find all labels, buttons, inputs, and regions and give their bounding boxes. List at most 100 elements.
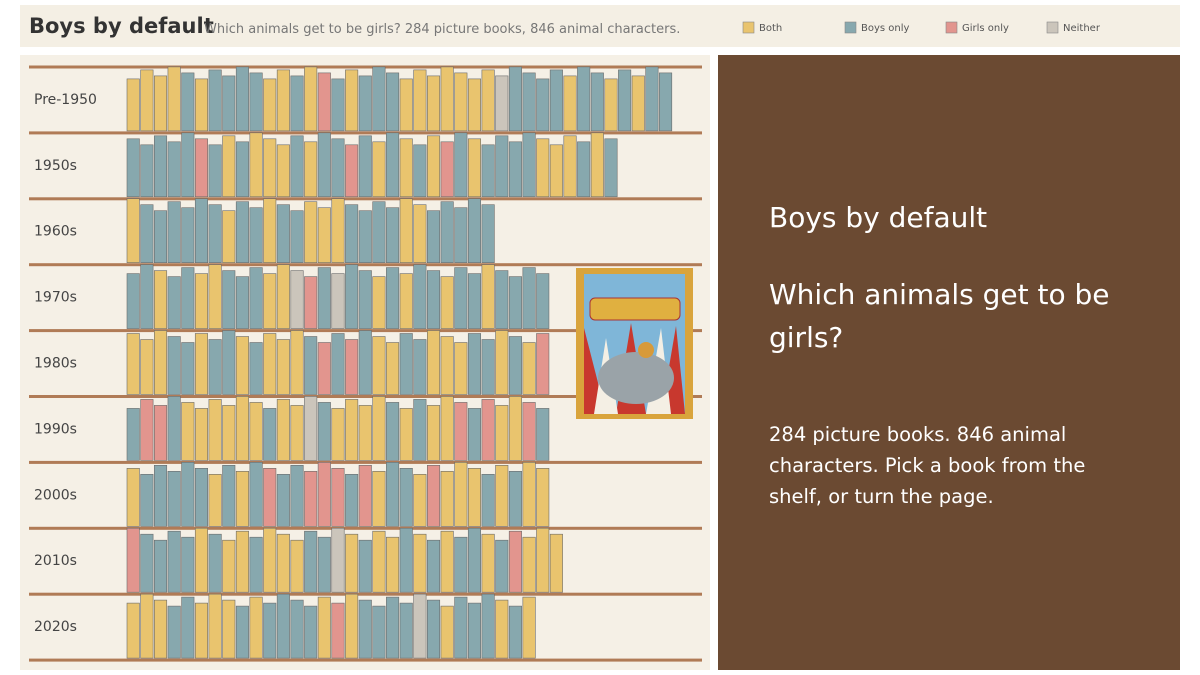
book[interactable] bbox=[467, 78, 481, 132]
book[interactable] bbox=[276, 144, 290, 198]
book[interactable] bbox=[331, 602, 345, 659]
book[interactable] bbox=[495, 599, 509, 659]
book[interactable] bbox=[317, 402, 331, 461]
book[interactable] bbox=[331, 467, 345, 527]
book[interactable] bbox=[331, 78, 345, 132]
book[interactable] bbox=[372, 530, 386, 593]
book[interactable] bbox=[413, 399, 427, 461]
book[interactable] bbox=[454, 461, 468, 527]
book[interactable] bbox=[522, 402, 536, 461]
book[interactable] bbox=[222, 539, 236, 593]
legend-label[interactable]: Boys only bbox=[861, 23, 910, 34]
book[interactable] bbox=[481, 69, 495, 132]
book[interactable] bbox=[372, 396, 386, 461]
book[interactable] bbox=[386, 132, 400, 198]
book[interactable] bbox=[508, 530, 522, 593]
book[interactable] bbox=[399, 198, 413, 263]
book[interactable] bbox=[304, 396, 318, 461]
book[interactable] bbox=[549, 144, 563, 198]
book[interactable] bbox=[263, 333, 277, 395]
book[interactable] bbox=[372, 201, 386, 263]
book[interactable] bbox=[235, 66, 249, 132]
book[interactable] bbox=[426, 135, 441, 198]
book[interactable] bbox=[549, 69, 563, 132]
book[interactable] bbox=[194, 527, 208, 593]
book[interactable] bbox=[290, 75, 304, 132]
book[interactable] bbox=[317, 132, 331, 198]
book[interactable] bbox=[426, 599, 441, 659]
book[interactable] bbox=[536, 138, 550, 198]
book[interactable] bbox=[235, 201, 249, 263]
book[interactable] bbox=[126, 467, 140, 527]
book[interactable] bbox=[577, 66, 591, 132]
book[interactable] bbox=[440, 201, 454, 263]
book[interactable] bbox=[386, 342, 400, 395]
book[interactable] bbox=[522, 461, 536, 527]
book[interactable] bbox=[181, 536, 195, 593]
book[interactable] bbox=[154, 405, 168, 461]
book[interactable] bbox=[249, 72, 263, 132]
book[interactable] bbox=[249, 402, 263, 461]
book[interactable] bbox=[399, 527, 413, 593]
book[interactable] bbox=[454, 342, 468, 395]
book[interactable] bbox=[495, 135, 509, 198]
book[interactable] bbox=[126, 78, 140, 132]
book[interactable] bbox=[126, 198, 140, 263]
book[interactable] bbox=[140, 399, 154, 461]
book[interactable] bbox=[372, 66, 386, 132]
book[interactable] bbox=[358, 75, 372, 132]
book[interactable] bbox=[140, 473, 154, 527]
book[interactable] bbox=[167, 66, 181, 132]
book[interactable] bbox=[154, 75, 168, 132]
book[interactable] bbox=[522, 72, 536, 132]
book[interactable] bbox=[331, 138, 345, 198]
book[interactable] bbox=[481, 593, 495, 659]
book[interactable] bbox=[508, 470, 522, 527]
book[interactable] bbox=[508, 396, 522, 461]
book[interactable] bbox=[208, 593, 222, 659]
book[interactable] bbox=[358, 210, 372, 263]
book[interactable] bbox=[167, 141, 181, 198]
book[interactable] bbox=[440, 66, 454, 132]
book[interactable] bbox=[413, 533, 427, 593]
book[interactable] bbox=[454, 72, 468, 132]
book[interactable] bbox=[386, 402, 400, 461]
book[interactable] bbox=[317, 461, 331, 527]
book[interactable] bbox=[208, 69, 222, 132]
book[interactable] bbox=[386, 536, 400, 593]
book[interactable] bbox=[481, 204, 495, 263]
book[interactable] bbox=[481, 264, 495, 329]
book[interactable] bbox=[126, 333, 140, 395]
book[interactable] bbox=[208, 339, 222, 395]
book[interactable] bbox=[167, 530, 181, 593]
book[interactable] bbox=[181, 461, 195, 527]
book[interactable] bbox=[590, 72, 604, 132]
book[interactable] bbox=[290, 330, 304, 395]
book[interactable] bbox=[249, 596, 263, 659]
book[interactable] bbox=[467, 408, 481, 461]
book[interactable] bbox=[208, 473, 222, 527]
book[interactable] bbox=[126, 408, 140, 461]
book[interactable] bbox=[235, 396, 249, 461]
book[interactable] bbox=[317, 72, 331, 132]
book[interactable] bbox=[358, 599, 372, 659]
book[interactable] bbox=[345, 144, 359, 198]
book[interactable] bbox=[358, 539, 372, 593]
book[interactable] bbox=[372, 605, 386, 659]
book[interactable] bbox=[317, 342, 331, 395]
book[interactable] bbox=[194, 198, 208, 263]
book[interactable] bbox=[235, 605, 249, 659]
book[interactable] bbox=[536, 527, 550, 593]
book[interactable] bbox=[263, 198, 277, 263]
book[interactable] bbox=[522, 267, 536, 329]
book[interactable] bbox=[426, 270, 441, 329]
book[interactable] bbox=[659, 72, 673, 132]
legend-label[interactable]: Girls only bbox=[962, 23, 1009, 34]
book[interactable] bbox=[154, 210, 168, 263]
book[interactable] bbox=[440, 276, 454, 329]
book[interactable] bbox=[454, 402, 468, 461]
book[interactable] bbox=[276, 473, 290, 527]
book[interactable] bbox=[140, 339, 154, 395]
book[interactable] bbox=[522, 596, 536, 659]
book[interactable] bbox=[467, 198, 481, 263]
